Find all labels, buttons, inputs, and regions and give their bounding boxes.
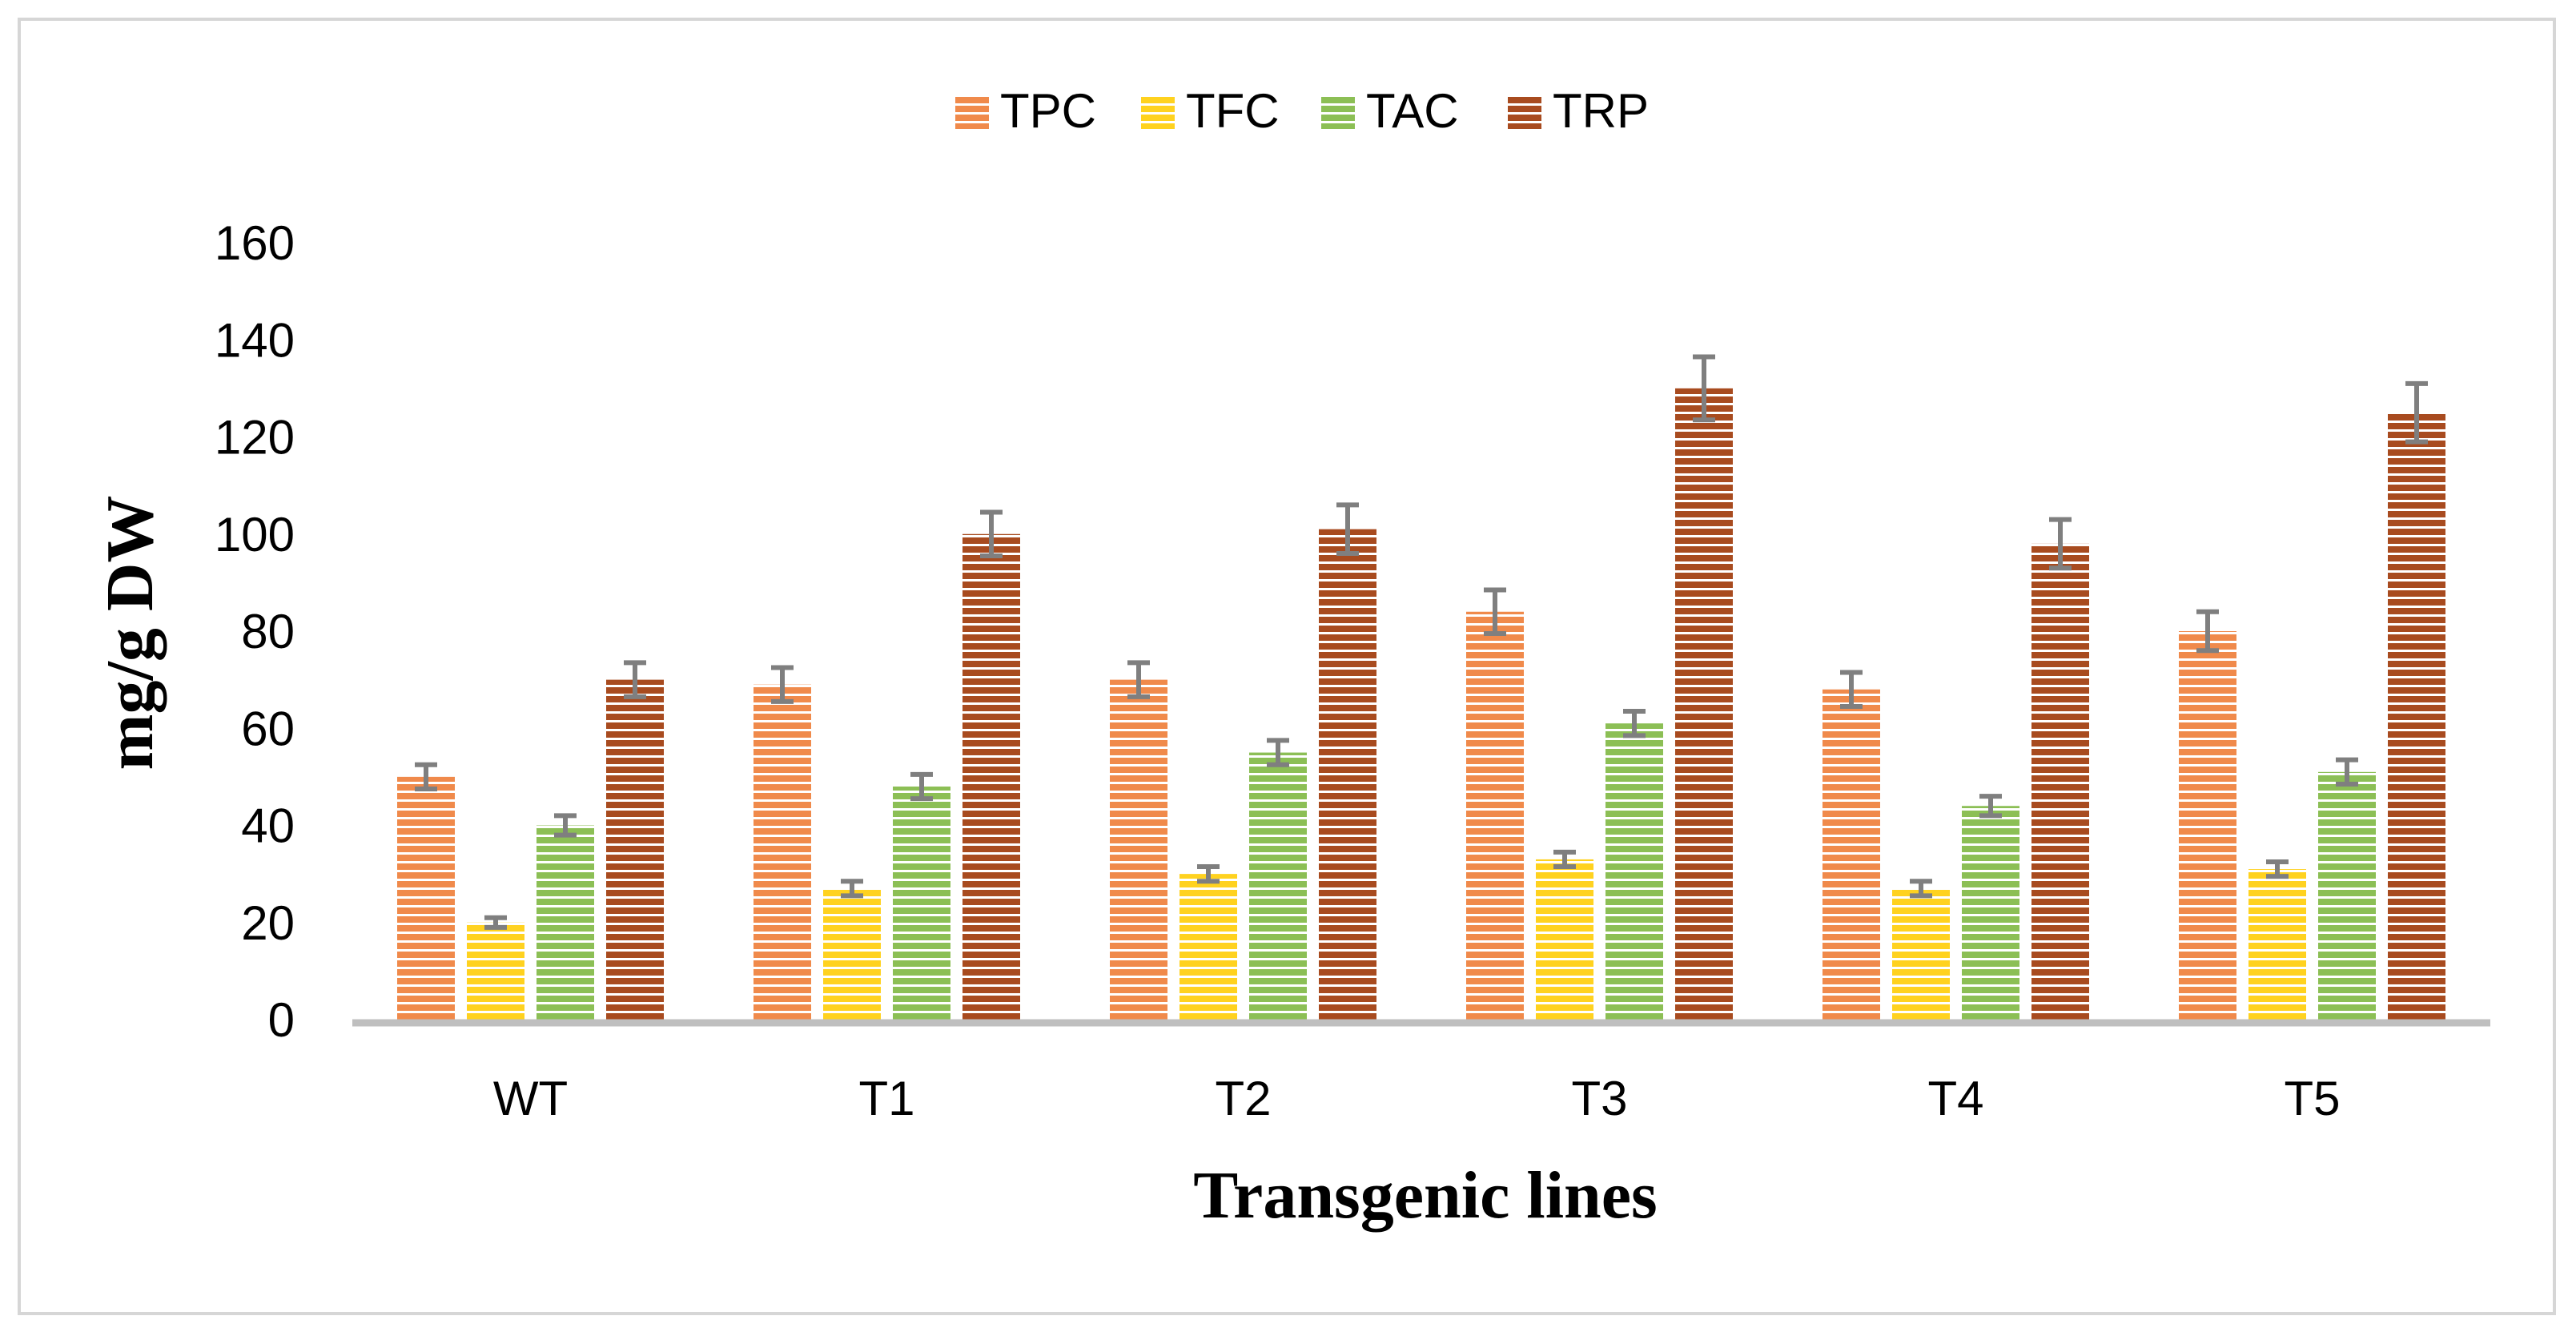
legend-item-tac: TAC [1321,84,1459,138]
y-tick-label: 120 [215,411,295,465]
x-tick-label-t4: T4 [1927,1072,1983,1125]
bar-trp-t1 [962,533,1020,1020]
legend-swatch [1141,95,1175,129]
x-tick-label-t5: T5 [2284,1072,2340,1125]
y-tick-label: 80 [241,605,295,658]
error-bar-tfc-wt [484,915,507,930]
error-bar-tac-t4 [1979,794,2002,819]
error-bar-tfc-t2 [1197,864,1220,884]
bar-tpc-wt [397,776,455,1020]
error-bar-tpc-t5 [2196,609,2219,654]
legend-label: TPC [1000,84,1096,138]
y-tick-label: 140 [215,313,295,367]
error-bar-tpc-t2 [1127,660,1150,699]
bar-tpc-t4 [1822,689,1880,1020]
error-bar-tac-t2 [1267,738,1289,767]
bar-tac-t4 [1962,806,2019,1020]
x-tick-label-t2: T2 [1215,1072,1271,1125]
bar-trp-t4 [2031,543,2089,1020]
error-bar-tpc-wt [415,762,437,792]
error-bar-tac-t1 [910,771,933,802]
bar-tfc-t2 [1179,874,1237,1020]
error-bar-trp-t5 [2405,380,2428,445]
legend-item-tfc: TFC [1141,84,1280,138]
x-axis-title: Transgenic lines [1193,1158,1657,1233]
y-tick-label: 0 [268,993,295,1047]
error-bar-tfc-t1 [841,879,863,899]
legend-item-tpc: TPC [955,84,1096,138]
legend-swatch [1321,95,1355,129]
bar-tfc-t1 [823,888,881,1020]
bar-tfc-t5 [2248,869,2306,1020]
legend-label: TRP [1553,84,1649,138]
error-bar-tfc-t3 [1553,849,1576,870]
error-bar-tfc-t5 [2266,859,2289,879]
y-tick-label: 60 [241,702,295,755]
x-tick-label-t1: T1 [858,1072,914,1125]
bar-trp-t5 [2388,412,2445,1020]
bar-tpc-t1 [754,684,811,1020]
y-tick-label: 40 [241,799,295,853]
y-tick-label: 20 [241,896,295,950]
error-bar-trp-t3 [1693,354,1715,423]
error-bar-trp-wt [624,660,646,699]
bar-trp-wt [606,679,664,1020]
legend-swatch [1508,95,1541,129]
chart-frame [18,18,2556,1315]
legend-label: TAC [1366,84,1459,138]
legend-item-trp: TRP [1508,84,1649,138]
bar-tac-t5 [2318,771,2376,1020]
error-bar-tpc-t4 [1840,670,1863,709]
error-bar-tac-t5 [2336,757,2358,787]
bar-tac-wt [536,825,594,1020]
error-bar-tpc-t1 [771,665,794,704]
error-bar-tac-wt [554,813,577,838]
bar-trp-t2 [1319,529,1376,1020]
bar-tac-t2 [1249,752,1307,1020]
error-bars [415,354,2428,930]
bar-tfc-t3 [1536,859,1593,1020]
bar-tpc-t5 [2179,631,2236,1020]
error-bar-trp-t2 [1336,502,1359,556]
bars [397,388,2445,1020]
bar-tfc-t4 [1892,888,1950,1020]
bar-tac-t3 [1605,723,1663,1020]
bar-tfc-wt [467,922,524,1020]
bar-tpc-t2 [1110,679,1167,1020]
bar-trp-t3 [1675,388,1733,1020]
error-bar-tpc-t3 [1484,587,1506,637]
error-bar-tfc-t4 [1910,879,1932,899]
y-tick-label: 160 [215,216,295,270]
legend: TPC TFC TAC TRP [955,84,1649,138]
error-bar-trp-t4 [2049,517,2072,571]
error-bar-trp-t1 [980,509,1003,559]
x-tick-label-t3: T3 [1571,1072,1627,1125]
x-tick-label-wt: WT [493,1072,568,1125]
legend-label: TFC [1186,84,1280,138]
y-tick-label: 100 [215,508,295,561]
y-axis-title: mg/g DW [93,496,167,771]
bar-tpc-t3 [1466,611,1524,1020]
legend-swatch [955,95,989,129]
y-axis-ticks: 0 20 40 60 80 100 120 140 160 [215,216,295,1047]
error-bar-tac-t3 [1623,709,1646,738]
bar-tac-t1 [893,787,950,1020]
x-axis-ticks: WT T1 T2 T3 T4 T5 [493,1072,2341,1125]
